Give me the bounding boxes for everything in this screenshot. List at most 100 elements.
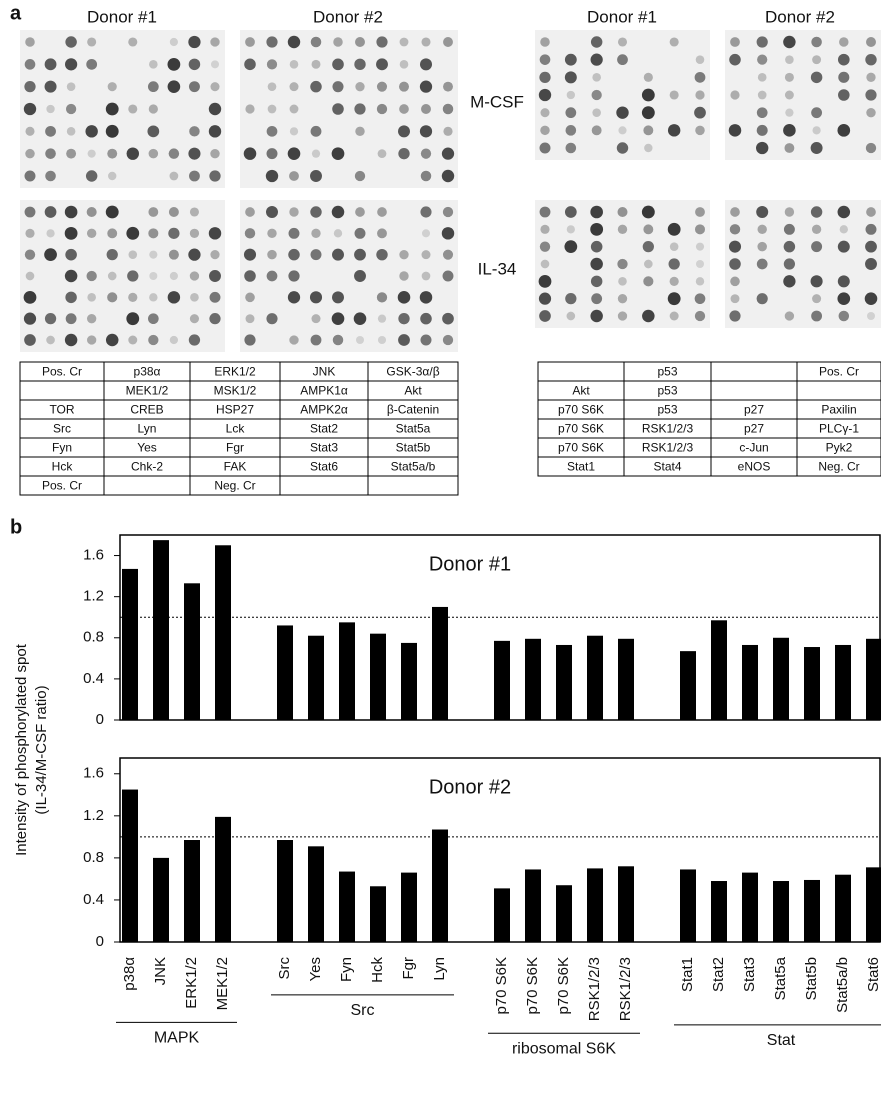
blot-spot	[783, 124, 796, 137]
blot-spot	[420, 206, 431, 217]
blot-spot	[148, 207, 158, 217]
blot-spot	[757, 293, 768, 304]
blot-spot	[210, 37, 219, 46]
blot-spot	[399, 250, 408, 259]
blot-spot	[566, 125, 577, 136]
blot-spot	[168, 291, 180, 303]
blot-spot	[149, 272, 157, 280]
blot-spot	[65, 249, 77, 261]
blot-spot	[757, 107, 768, 118]
blot-spot	[188, 249, 200, 261]
table-cell: p27	[744, 422, 764, 436]
blot-spot	[108, 82, 117, 91]
blot-spot	[46, 336, 55, 345]
blot-spot	[289, 171, 299, 181]
blot-spot	[312, 150, 320, 158]
bar	[184, 840, 200, 942]
blot-spot	[209, 313, 220, 324]
blot-spot	[25, 127, 34, 136]
table-cell: TOR	[49, 403, 74, 417]
blot-spot	[87, 207, 97, 217]
x-tick-label: Stat5a/b	[834, 957, 851, 1013]
bar	[525, 869, 541, 942]
blot-spot	[540, 207, 551, 218]
blot-spot	[591, 276, 602, 287]
table-cell: Stat1	[567, 460, 595, 474]
x-tick-label: Fgr	[400, 957, 417, 980]
bar	[339, 622, 355, 720]
blot-spot	[695, 126, 705, 136]
blot-spot	[811, 142, 823, 154]
blot-spot	[838, 89, 850, 101]
bar	[835, 875, 851, 942]
blot-spot	[209, 103, 221, 115]
blot-spot	[87, 314, 96, 323]
blot-spot	[399, 104, 409, 114]
blot-spot	[311, 37, 322, 48]
blot-spot	[148, 335, 158, 345]
y-tick-label: 1.2	[83, 588, 104, 605]
blot-spot	[149, 251, 157, 259]
blot-spot	[398, 313, 409, 324]
blot-spot	[838, 54, 850, 66]
blot-spot	[169, 250, 179, 260]
blot-spot	[190, 271, 199, 280]
bar	[370, 634, 386, 720]
panel-label: b	[10, 516, 22, 538]
blot-spot	[840, 225, 848, 233]
blot-spot	[86, 59, 97, 70]
blot-image	[725, 200, 881, 328]
blot-spot	[812, 294, 821, 303]
blot-spot	[398, 148, 409, 159]
blot-spot	[128, 104, 137, 113]
y-tick-label: 0	[96, 711, 104, 728]
blot-spot	[540, 37, 550, 47]
blot-spot	[696, 277, 704, 285]
table-cell: FAK	[224, 460, 247, 474]
blot-spot	[670, 37, 679, 46]
blot-spot	[355, 228, 366, 239]
blot-spot	[784, 258, 795, 269]
blot-spot	[107, 149, 117, 159]
x-tick-label: Stat1	[679, 957, 696, 992]
blot-image	[725, 30, 881, 160]
blot-spot	[696, 55, 705, 64]
blot-spot	[592, 90, 602, 100]
blot-spot	[785, 91, 794, 100]
blot-spot	[729, 241, 741, 253]
blot-spot	[45, 171, 56, 182]
blot-spot	[290, 105, 299, 114]
blot-spot	[148, 313, 159, 324]
blot-spot	[244, 59, 256, 71]
x-tick-label: p70 S6K	[524, 957, 541, 1015]
blot-spot	[785, 73, 794, 82]
bar	[370, 886, 386, 942]
blot-spot	[288, 249, 299, 260]
blot-spot	[355, 37, 365, 47]
blot-spot	[66, 313, 77, 324]
blot-spot	[696, 243, 704, 251]
blot-spot	[126, 312, 139, 325]
blot-spot	[45, 313, 56, 324]
bar	[401, 643, 417, 720]
blot-spot	[400, 38, 409, 47]
bar	[153, 540, 169, 720]
blot-spot	[86, 271, 96, 281]
group-label: MAPK	[154, 1030, 200, 1047]
bar	[339, 872, 355, 942]
blot-spot	[784, 224, 795, 235]
blot-spot	[245, 228, 255, 238]
blot-spot	[643, 224, 653, 234]
blot-spot	[288, 147, 301, 160]
blot-spot	[695, 90, 704, 99]
blot-spot	[642, 310, 655, 323]
y-tick-label: 1.6	[83, 765, 104, 782]
blot-spot	[354, 103, 365, 114]
table-cell: Stat4	[653, 460, 681, 474]
blot-spot	[311, 249, 322, 260]
table-cell: Pyk2	[826, 441, 853, 455]
blot-spot	[866, 143, 876, 153]
table-cell: eNOS	[738, 460, 771, 474]
blot-spot	[729, 258, 741, 270]
blot-spot	[591, 36, 602, 47]
